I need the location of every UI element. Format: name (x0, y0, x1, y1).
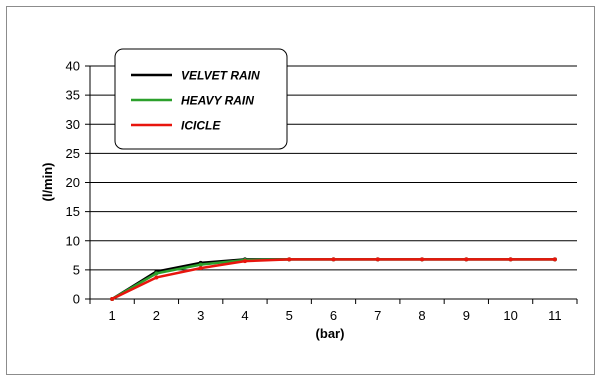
y-tick-label: 15 (66, 204, 80, 219)
data-point (110, 297, 115, 301)
series-line (111, 258, 555, 301)
x-tick-label: 1 (109, 308, 116, 323)
series-heavy-rain (110, 257, 557, 301)
legend-label: VELVET RAIN (181, 69, 260, 83)
series-lines (110, 257, 557, 301)
y-tick-labels: 0 5 10 15 20 25 30 35 40 (66, 59, 80, 307)
x-tick-label: 11 (548, 308, 562, 323)
legend-label: HEAVY RAIN (181, 94, 254, 108)
axes (85, 65, 578, 304)
series-line (111, 258, 555, 301)
data-point (198, 262, 203, 267)
legend-label: ICICLE (181, 119, 221, 133)
y-tick-label: 5 (73, 262, 80, 277)
y-axis-label: (l/min) (40, 163, 55, 202)
data-point (242, 259, 247, 264)
x-tick-label: 4 (241, 308, 248, 323)
series-line (111, 258, 555, 301)
legend: VELVET RAIN HEAVY RAIN ICICLE (114, 48, 288, 150)
data-point (375, 257, 380, 262)
data-point (508, 257, 513, 262)
x-axis-label: (bar) (316, 326, 345, 341)
y-tick-label: 30 (66, 117, 80, 132)
x-tick-label: 6 (330, 308, 337, 323)
data-point (154, 271, 159, 276)
data-point (552, 257, 557, 262)
x-tick-label: 3 (197, 308, 204, 323)
data-point (464, 257, 469, 262)
series-velvet-rain (110, 257, 557, 301)
x-tick-label: 2 (153, 308, 160, 323)
x-tick-label: 8 (418, 308, 425, 323)
data-point (331, 257, 336, 262)
x-tick-label: 9 (463, 308, 470, 323)
y-tick-label: 0 (73, 292, 80, 307)
x-tick-label: 10 (503, 308, 517, 323)
y-tick-label: 10 (66, 233, 80, 248)
data-point (420, 257, 425, 262)
chart-frame (6, 6, 595, 375)
data-point (198, 266, 203, 271)
x-tick-label: 7 (374, 308, 381, 323)
x-tick-label: 5 (286, 308, 293, 323)
y-tick-label: 40 (66, 59, 80, 74)
y-tick-label: 25 (66, 146, 80, 161)
data-point (287, 257, 292, 262)
y-tick-label: 20 (66, 175, 80, 190)
data-point (154, 275, 159, 280)
x-tick-labels: 1 2 3 4 5 6 7 8 9 10 11 (109, 308, 562, 323)
series-icicle (110, 257, 557, 301)
y-tick-label: 35 (66, 88, 80, 103)
